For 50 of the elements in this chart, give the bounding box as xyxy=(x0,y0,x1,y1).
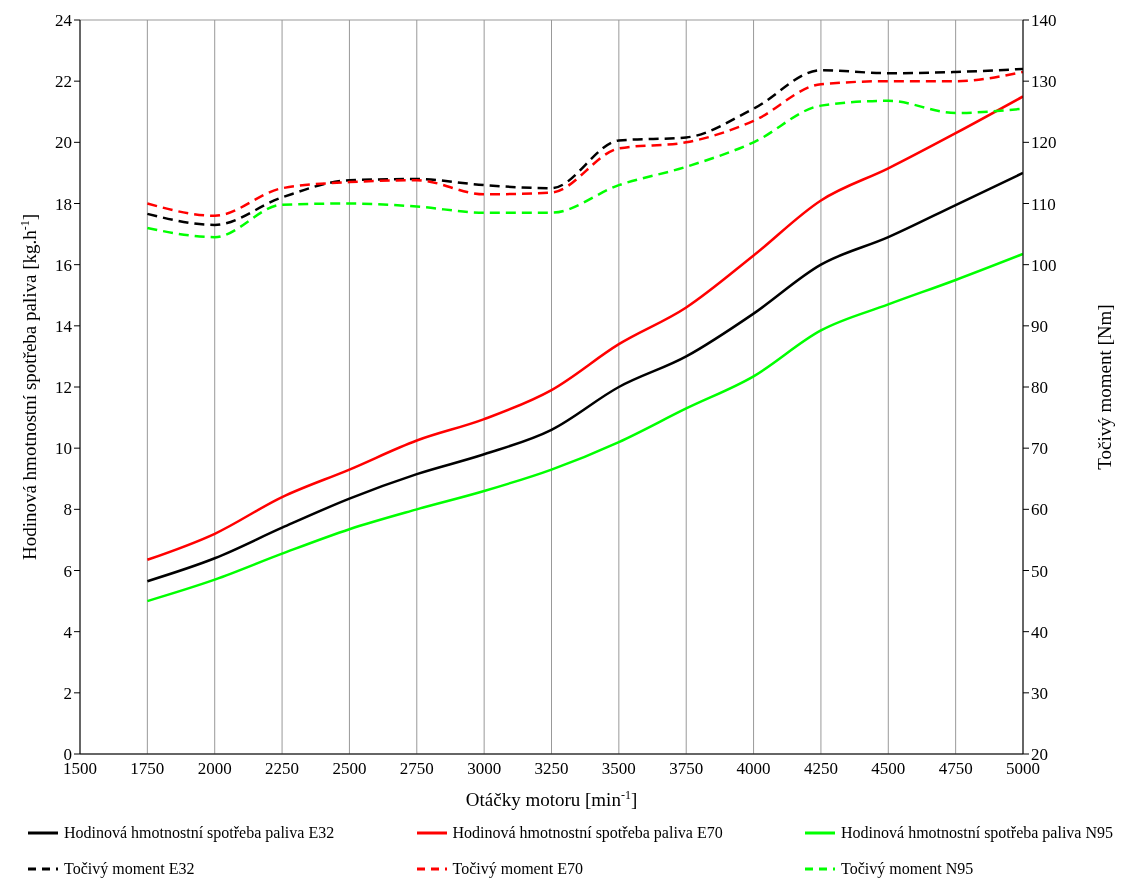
line-series xyxy=(146,99,1023,239)
y2-tick-label: 140 xyxy=(1031,11,1057,31)
y2-tick-label: 130 xyxy=(1031,72,1057,92)
legend-label: Točivý moment E70 xyxy=(452,860,583,878)
y-tick-label: 12 xyxy=(55,378,72,398)
y2-tick-label: 50 xyxy=(1031,561,1048,581)
y2-tick-label: 100 xyxy=(1031,255,1057,275)
x-tick-label: 3000 xyxy=(467,759,502,779)
y-tick-label: 14 xyxy=(55,316,73,336)
legend-label: Hodinová hmotnostní spotřeba paliva E70 xyxy=(452,824,723,842)
y2-tick-label: 120 xyxy=(1031,133,1057,153)
x-tick-label: 4750 xyxy=(938,759,973,779)
legend-label: Točivý moment N95 xyxy=(841,860,974,878)
x-tick-label: 4500 xyxy=(871,759,906,779)
y2-tick-label: 60 xyxy=(1031,500,1048,520)
y-tick-label: 18 xyxy=(55,194,72,214)
y-tick-label: 22 xyxy=(55,72,72,92)
x-tick-label: 2750 xyxy=(399,759,434,779)
x-tick-label: 1750 xyxy=(130,759,165,779)
x-tick-label: 3500 xyxy=(601,759,636,779)
y-tick-label: 24 xyxy=(55,11,73,31)
legend-label: Hodinová hmotnostní spotřeba paliva E32 xyxy=(64,824,335,842)
x-tick-label: 1500 xyxy=(63,759,97,779)
y-tick-label: 20 xyxy=(55,133,72,153)
line-series xyxy=(146,95,1023,562)
legend-label: Točivý moment E32 xyxy=(64,860,195,878)
y2-tick-label: 90 xyxy=(1031,316,1048,336)
y-tick-label: 6 xyxy=(63,561,72,581)
x-tick-label: 4000 xyxy=(736,759,771,779)
y-tick-label: 4 xyxy=(63,622,73,642)
x-tick-label: 5000 xyxy=(1006,759,1040,779)
y2-tick-label: 80 xyxy=(1031,378,1048,398)
y2-tick-label: 40 xyxy=(1031,622,1048,642)
x-tick-label: 2000 xyxy=(197,759,232,779)
x-tick-label: 2500 xyxy=(332,759,367,779)
y2-tick-label: 110 xyxy=(1031,194,1056,214)
y2-tick-label: 70 xyxy=(1031,439,1048,459)
legend-label: Hodinová hmotnostní spotřeba paliva N95 xyxy=(841,824,1113,842)
x-axis-title: Otáčky motoru [min$^{-1}$] xyxy=(465,788,638,810)
x-tick-label: 3250 xyxy=(534,759,569,779)
line-series xyxy=(146,252,1023,603)
y-tick-label: 10 xyxy=(55,439,72,459)
y-tick-label: 8 xyxy=(63,500,72,520)
y-tick-label: 16 xyxy=(55,255,72,275)
x-tick-label: 2250 xyxy=(265,759,300,779)
y2-tick-label: 30 xyxy=(1031,683,1048,703)
y2-axis-title: Točivý moment [Nm] xyxy=(1094,304,1115,470)
x-tick-label: 3750 xyxy=(669,759,704,779)
x-tick-label: 4250 xyxy=(803,759,838,779)
y-tick-label: 2 xyxy=(63,683,72,703)
